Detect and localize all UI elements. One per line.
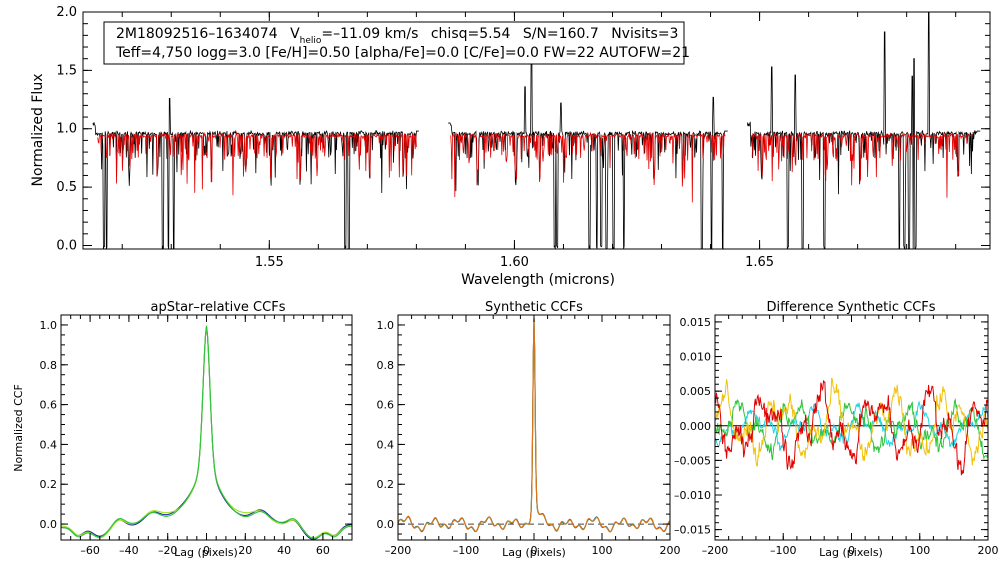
apstar-ccf-title: apStar–relative CCFs [151,300,286,315]
model-spectrum-chip-2 [450,131,726,203]
x-tick-label: 100 [909,544,930,557]
y-tick-label: 0.4 [40,438,58,451]
synthetic-ccf-title: Synthetic CCFs [485,300,583,315]
difference-ccf-diff-3 [714,377,989,467]
spectrum-ylabel: Normalized Flux [30,74,46,187]
apstar-ccf-xlabel: Lag (pixels) [174,546,238,559]
info-nvisits: Nvisits=3 [611,26,678,42]
info-line-1: 2M18092516–1634074 Vhelio=–11.09 km/s ch… [116,26,678,46]
apstar-ccf-frame [60,314,353,541]
synthetic-ccf-panel: Synthetic CCFs –200 –100 0 100 200 0.0 0.2 0.4 0… [377,300,681,559]
x-tick-label: 200 [660,544,681,557]
y-tick-label: –0.015 [674,524,711,537]
x-tick-label: 100 [592,544,613,557]
synthetic-ccf-xlabel: Lag (pixels) [502,546,566,559]
x-tick-label: –100 [770,544,797,557]
spectrum-xlabel: Wavelength (microns) [461,272,615,288]
y-tick-label: 1.5 [56,63,77,78]
difference-ccf-diff-4 [714,380,989,476]
spectrum-info-box: 2M18092516–1634074 Vhelio=–11.09 km/s ch… [103,21,690,65]
difference-ccf-title: Difference Synthetic CCFs [766,300,935,315]
observed-spectrum-chip-3 [746,11,981,251]
y-tick-label: 0.010 [680,351,712,364]
x-tick-label: 40 [277,544,291,557]
info-vhelio-label: V [290,26,300,42]
difference-ccf-panel: Difference Synthetic CCFs –200 –100 0 100 20… [674,300,999,559]
apstar-ccf-visit-3 [60,325,353,540]
synthetic-ccf-ticks: –200 –100 0 100 200 0.0 0.2 0.4 0.6 0.8 1.0 [377,314,681,557]
x-tick-label: 0 [531,544,538,557]
apstar-ccf-panel: apStar–relative CCFs –60 –40 –20 0 20 40 60 0.0… [12,300,353,559]
y-tick-label: 0.6 [40,399,58,412]
info-snr: S/N=160.7 [523,26,599,42]
y-tick-label: 0.2 [377,478,395,491]
x-tick-label: 200 [978,544,999,557]
y-tick-label: 0.2 [40,478,58,491]
apstar-ccf-ylabel: Normalized CCF [12,384,25,472]
x-tick-label: 1.60 [500,255,529,270]
x-tick-label: –200 [385,544,412,557]
y-tick-label: –0.005 [674,454,711,467]
spectrum-ticks: 1.55 1.60 1.65 0.0 0.5 1.0 1.5 2.0 [56,5,990,270]
y-tick-label: 0.5 [56,180,77,195]
apstar-ccf-ticks: –60 –40 –20 0 20 40 60 0.0 0.2 0.4 0.6 0.8 1.0 [40,314,353,557]
y-tick-label: 0.4 [377,438,395,451]
info-vhelio-subscript: helio [300,36,322,46]
y-tick-label: 0.8 [40,359,58,372]
y-tick-label: –0.010 [674,489,711,502]
info-params: Teff=4,750 logg=3.0 [Fe/H]=0.50 [alpha/F… [115,45,690,61]
y-tick-label: 0.8 [377,359,395,372]
model-spectrum-chip-3 [751,131,974,198]
spectrum-frame [82,11,991,250]
x-tick-label: –100 [453,544,480,557]
x-tick-label: –200 [702,544,729,557]
y-tick-label: 0.000 [680,420,712,433]
y-tick-label: 0.6 [377,399,395,412]
y-tick-label: 2.0 [56,5,77,20]
y-tick-label: 0.0 [56,238,77,253]
observed-spectrum-chip-1 [92,97,419,250]
x-tick-label: 0 [203,544,210,557]
difference-ccf-xlabel: Lag (pixels) [819,546,883,559]
difference-ccf-series-group [714,377,989,476]
x-tick-label: 0 [848,544,855,557]
info-chisq: chisq=5.54 [431,26,511,42]
y-tick-label: 1.0 [377,319,395,332]
y-tick-label: 0.005 [680,385,712,398]
x-tick-label: –20 [158,544,178,557]
y-tick-label: 1.0 [56,122,77,137]
y-tick-label: 0.015 [680,316,712,329]
x-tick-label: 1.65 [745,255,774,270]
apstar-ccf-series-group [60,325,353,540]
info-star-id: 2M18092516–1634074 [116,26,278,42]
spectrum-series-group [92,11,981,251]
x-tick-label: 20 [238,544,252,557]
x-tick-label: 60 [316,544,330,557]
y-tick-label: 1.0 [40,319,58,332]
info-box-frame [103,21,685,65]
difference-ccf-frame [714,314,989,541]
y-tick-label: 0.0 [40,518,58,531]
spectrum-panel: 1.55 1.60 1.65 0.0 0.5 1.0 1.5 2.0 Wavelength (… [30,5,991,288]
x-tick-label: –40 [119,544,139,557]
model-spectrum-chip-1 [97,131,417,196]
x-tick-label: 1.55 [255,255,284,270]
difference-ccf-diff-2 [714,397,989,461]
synthetic-ccf-frame [397,314,671,541]
x-tick-label: –60 [80,544,100,557]
info-vhelio-value: =–11.09 km/s [321,26,418,42]
y-tick-label: 0.0 [377,518,395,531]
